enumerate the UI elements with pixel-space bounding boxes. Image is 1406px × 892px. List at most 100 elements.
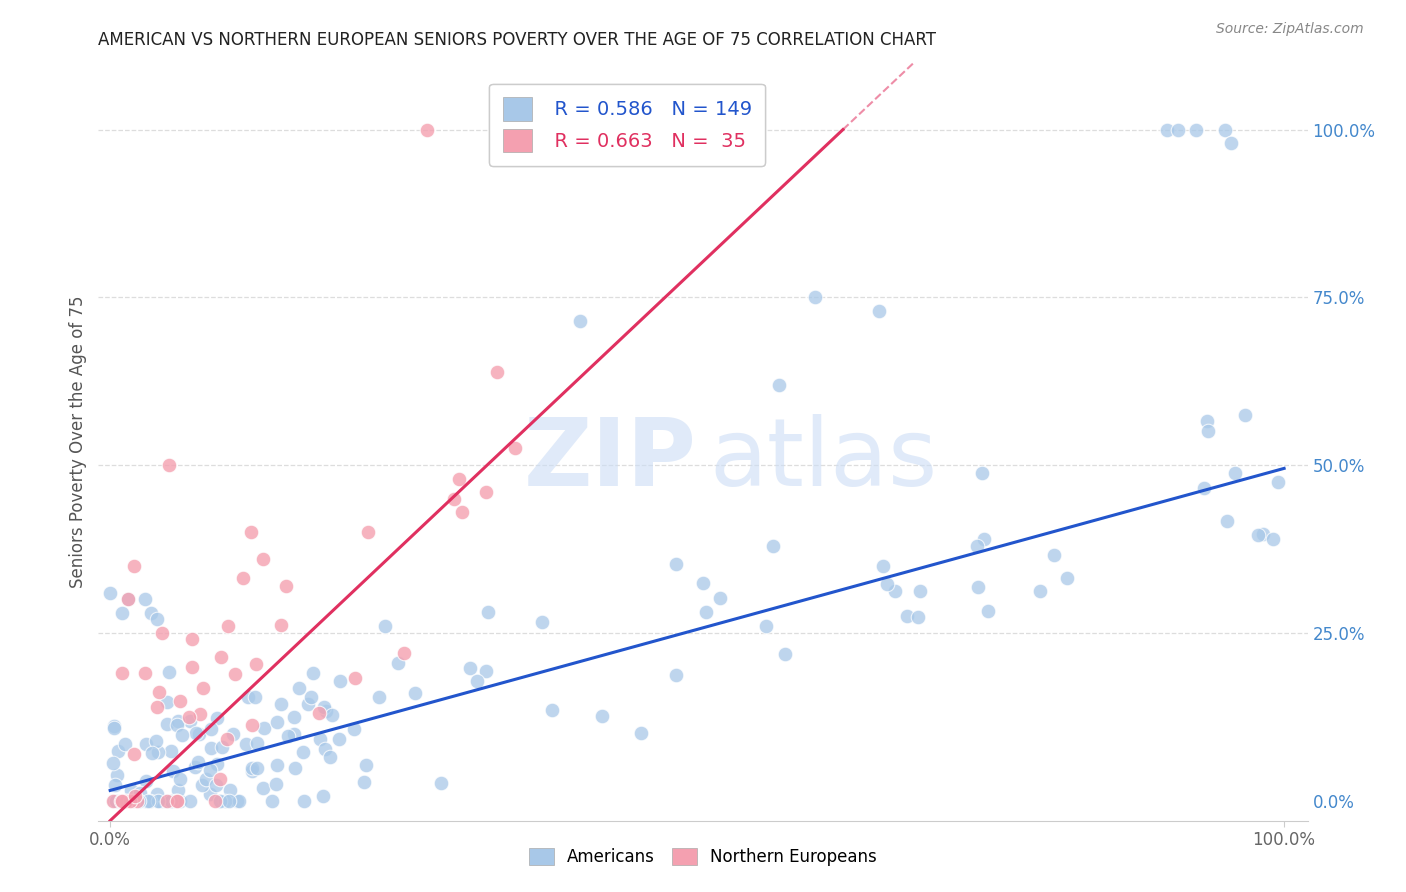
Point — [104, 778, 127, 792]
Point — [157, 458, 180, 472]
Point — [166, 793, 188, 807]
Point — [354, 757, 377, 772]
Point — [287, 681, 309, 696]
Point — [531, 615, 554, 629]
Point — [208, 793, 231, 807]
Point — [134, 666, 156, 681]
Point — [308, 706, 330, 720]
Point — [205, 756, 228, 771]
Point — [136, 793, 159, 807]
Point — [475, 664, 498, 678]
Point — [284, 761, 307, 775]
Point — [1156, 122, 1178, 136]
Point — [156, 695, 179, 709]
Point — [188, 706, 211, 721]
Point — [301, 666, 323, 681]
Point — [110, 793, 132, 807]
Point — [125, 793, 148, 807]
Point — [451, 505, 474, 519]
Point — [211, 740, 233, 755]
Point — [103, 721, 125, 735]
Point — [135, 774, 157, 789]
Point — [135, 793, 157, 807]
Point — [762, 540, 785, 554]
Point — [114, 737, 136, 751]
Point — [157, 665, 180, 679]
Point — [139, 793, 162, 807]
Point — [156, 793, 179, 807]
Text: Source: ZipAtlas.com: Source: ZipAtlas.com — [1216, 22, 1364, 37]
Point — [357, 525, 380, 540]
Point — [973, 532, 995, 546]
Point — [146, 745, 169, 759]
Point — [105, 768, 128, 782]
Point — [252, 780, 274, 795]
Point — [217, 619, 239, 633]
Point — [630, 726, 652, 740]
Point — [240, 764, 263, 779]
Point — [118, 793, 141, 807]
Point — [111, 606, 134, 620]
Point — [872, 559, 894, 574]
Point — [443, 492, 465, 507]
Point — [773, 648, 796, 662]
Point — [169, 793, 191, 807]
Y-axis label: Seniors Poverty Over the Age of 75: Seniors Poverty Over the Age of 75 — [69, 295, 87, 588]
Text: ZIP: ZIP — [524, 415, 697, 507]
Point — [141, 746, 163, 760]
Point — [709, 591, 731, 606]
Point — [240, 525, 263, 540]
Point — [135, 793, 157, 807]
Point — [591, 708, 613, 723]
Point — [150, 626, 173, 640]
Point — [198, 763, 221, 777]
Point — [194, 772, 217, 786]
Point — [328, 732, 350, 747]
Point — [232, 571, 254, 585]
Point — [1267, 475, 1289, 489]
Point — [246, 761, 269, 775]
Point — [122, 558, 145, 573]
Point — [274, 579, 297, 593]
Point — [755, 618, 778, 632]
Point — [183, 760, 205, 774]
Point — [312, 789, 335, 803]
Point — [541, 703, 564, 717]
Point — [1029, 583, 1052, 598]
Point — [236, 690, 259, 705]
Point — [353, 775, 375, 789]
Point — [568, 314, 591, 328]
Point — [876, 576, 898, 591]
Point — [128, 786, 150, 800]
Point — [314, 700, 336, 714]
Point — [188, 727, 211, 741]
Point — [218, 793, 240, 807]
Point — [1167, 122, 1189, 136]
Point — [179, 710, 201, 724]
Point — [135, 737, 157, 751]
Point — [170, 728, 193, 742]
Point — [111, 793, 134, 807]
Point — [150, 793, 173, 807]
Point — [200, 787, 222, 801]
Point — [179, 793, 201, 807]
Point — [291, 745, 314, 759]
Point — [416, 122, 439, 136]
Point — [374, 618, 396, 632]
Point — [193, 681, 215, 695]
Point — [120, 782, 142, 797]
Point — [367, 690, 389, 704]
Point — [270, 697, 292, 711]
Point — [179, 714, 201, 729]
Point — [228, 793, 250, 807]
Point — [475, 484, 498, 499]
Point — [166, 714, 188, 729]
Point — [1216, 514, 1239, 528]
Point — [240, 761, 263, 775]
Point — [103, 793, 125, 807]
Point — [112, 793, 135, 807]
Point — [277, 729, 299, 743]
Point — [156, 793, 179, 807]
Point — [692, 576, 714, 591]
Point — [117, 592, 139, 607]
